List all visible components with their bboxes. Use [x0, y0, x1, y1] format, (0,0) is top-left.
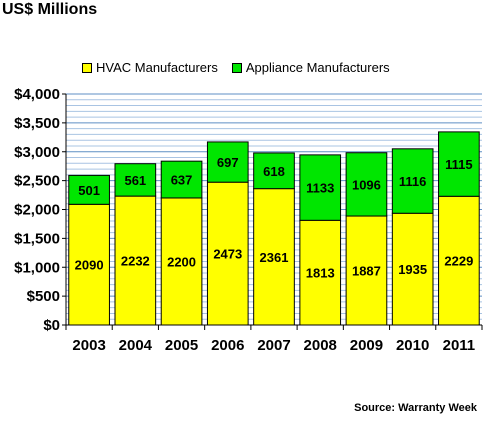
- x-tick-label-2010: 2010: [396, 337, 429, 354]
- legend: HVAC Manufacturers Appliance Manufacture…: [82, 60, 390, 75]
- x-tick-label-2006: 2006: [211, 337, 244, 354]
- y-tick-label: $2,000: [14, 202, 60, 219]
- bar-layer: [68, 131, 480, 326]
- data-label-appliance-2004: 561: [124, 173, 146, 188]
- y-tick-label: $1,000: [14, 259, 60, 276]
- legend-swatch-appliance: [231, 62, 242, 73]
- x-tick-label-2008: 2008: [304, 337, 337, 354]
- data-label-appliance-2011: 1115: [445, 157, 473, 172]
- legend-item-appliance: Appliance Manufacturers: [231, 60, 390, 75]
- legend-item-hvac: HVAC Manufacturers: [82, 60, 218, 75]
- data-label-hvac-2007: 2361: [260, 250, 289, 265]
- y-tick-label: $4,000: [14, 86, 60, 103]
- data-label-hvac-2006: 2473: [213, 247, 242, 262]
- bar-appliance-2010: [391, 148, 434, 214]
- data-label-appliance-2009: 1096: [352, 177, 381, 192]
- bar-hvac-2007: [253, 188, 295, 326]
- bar-hvac-2005: [160, 197, 203, 326]
- y-tick-label: $1,500: [14, 230, 60, 247]
- bar-hvac-2008: [299, 219, 342, 326]
- data-label-appliance-2006: 697: [217, 155, 239, 170]
- source-note: Source: Warranty Week: [354, 402, 477, 414]
- legend-label-appliance: Appliance Manufacturers: [245, 60, 390, 75]
- x-tick-label-2005: 2005: [165, 337, 198, 354]
- y-tick-label: $3,000: [14, 144, 60, 161]
- x-tick-label-2007: 2007: [257, 337, 290, 354]
- bar-hvac-2010: [391, 212, 434, 326]
- data-label-hvac-2003: 2090: [75, 258, 104, 273]
- label-layer: 2090 501 2232 561 2200 637 2473 697 2361 618 1813 1…: [75, 155, 474, 281]
- y-tick-label: $0: [43, 317, 60, 334]
- data-label-hvac-2011: 2229: [444, 254, 473, 269]
- bar-appliance-2005: [160, 160, 203, 199]
- y-tick-label: $500: [27, 288, 60, 305]
- data-label-appliance-2005: 637: [171, 173, 193, 188]
- x-tick-label-2004: 2004: [119, 337, 153, 354]
- bar-appliance-2006: [206, 141, 249, 183]
- data-label-hvac-2009: 1887: [352, 264, 381, 279]
- data-label-hvac-2005: 2200: [167, 254, 196, 269]
- x-tick-label-2011: 2011: [443, 337, 476, 354]
- data-label-hvac-2008: 1813: [306, 266, 335, 281]
- data-label-appliance-2003: 501: [78, 183, 100, 198]
- bar-appliance-2007: [253, 152, 295, 190]
- data-label-appliance-2010: 1116: [399, 174, 427, 189]
- bar-appliance-2011: [438, 131, 480, 197]
- legend-label-hvac: HVAC Manufacturers: [96, 60, 218, 75]
- y-tick-label: $2,500: [14, 173, 60, 190]
- legend-swatch-hvac: [82, 62, 92, 73]
- bar-appliance-2004: [114, 163, 157, 197]
- data-label-appliance-2008: 1133: [306, 181, 334, 196]
- bar-appliance-2009: [345, 152, 388, 217]
- bar-appliance-2003: [68, 174, 110, 205]
- x-tick-label-2003: 2003: [72, 337, 105, 354]
- chart-title: US$ Millions: [2, 1, 98, 18]
- x-tick-label-2009: 2009: [350, 337, 383, 354]
- bar-hvac-2011: [438, 195, 480, 326]
- bar-hvac-2004: [114, 195, 157, 326]
- axis-layer: $0 $500 $1,000 $1,500 $2,000 $2,500 $3,000 $3,5…: [14, 86, 483, 354]
- bar-appliance-2008: [299, 154, 342, 221]
- bar-hvac-2006: [206, 181, 249, 326]
- data-label-appliance-2007: 618: [263, 164, 285, 179]
- bar-hvac-2003: [68, 203, 110, 326]
- data-label-hvac-2004: 2232: [121, 254, 150, 269]
- y-tick-label: $3,500: [14, 115, 60, 132]
- data-label-hvac-2010: 1935: [398, 262, 427, 277]
